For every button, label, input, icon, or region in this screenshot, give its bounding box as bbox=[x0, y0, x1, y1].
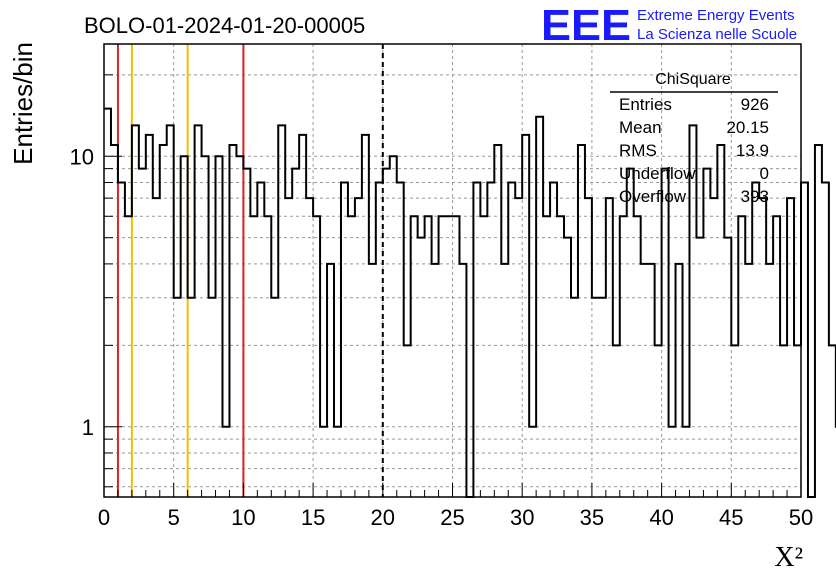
reference-lines bbox=[116, 44, 384, 497]
eee-logo-line1: Extreme Energy Events bbox=[637, 7, 795, 24]
stats-value: 926 bbox=[741, 95, 769, 114]
x-tick-label: 35 bbox=[580, 505, 604, 530]
eee-logo: EEE Extreme Energy Events La Scienza nel… bbox=[541, 1, 797, 50]
stats-title: ChiSquare bbox=[655, 71, 731, 88]
x-tick-label: 30 bbox=[510, 505, 534, 530]
histogram-series bbox=[104, 107, 836, 498]
x-axis-label: X² bbox=[774, 542, 803, 572]
chart-title: BOLO-01-2024-01-20-00005 bbox=[84, 13, 365, 38]
eee-logo-line2: La Scienza nelle Scuole bbox=[637, 26, 797, 43]
stats-value: 393 bbox=[741, 187, 769, 206]
x-tick-label: 20 bbox=[371, 505, 395, 530]
stats-label: Mean bbox=[619, 118, 662, 137]
x-tick-label: 0 bbox=[98, 505, 110, 530]
stats-value: 13.9 bbox=[736, 141, 769, 160]
eee-logo-letters: EEE bbox=[541, 1, 631, 50]
y-axis-label: Entries/bin bbox=[8, 42, 38, 165]
x-tick-label: 15 bbox=[301, 505, 325, 530]
stats-label: Overflow bbox=[619, 187, 687, 206]
x-tick-label: 25 bbox=[440, 505, 464, 530]
grid bbox=[104, 44, 801, 497]
axes: 0 5 10 15 20 25 30 35 40 45 50 1 10 bbox=[70, 43, 813, 530]
stats-label: Entries bbox=[619, 95, 672, 114]
stats-value: 0 bbox=[760, 164, 769, 183]
stats-value: 20.15 bbox=[726, 118, 769, 137]
y-tick-label: 1 bbox=[82, 415, 94, 440]
x-tick-label: 5 bbox=[168, 505, 180, 530]
stats-label: RMS bbox=[619, 141, 657, 160]
stats-box: ChiSquare Entries 926 Mean 20.15 RMS 13.… bbox=[610, 71, 778, 206]
x-tick-label: 45 bbox=[719, 505, 743, 530]
x-tick-label: 10 bbox=[231, 505, 255, 530]
stats-label: Underflow bbox=[619, 164, 696, 183]
y-tick-label: 10 bbox=[70, 144, 94, 169]
x-tick-label: 50 bbox=[789, 505, 813, 530]
x-tick-label: 40 bbox=[649, 505, 673, 530]
